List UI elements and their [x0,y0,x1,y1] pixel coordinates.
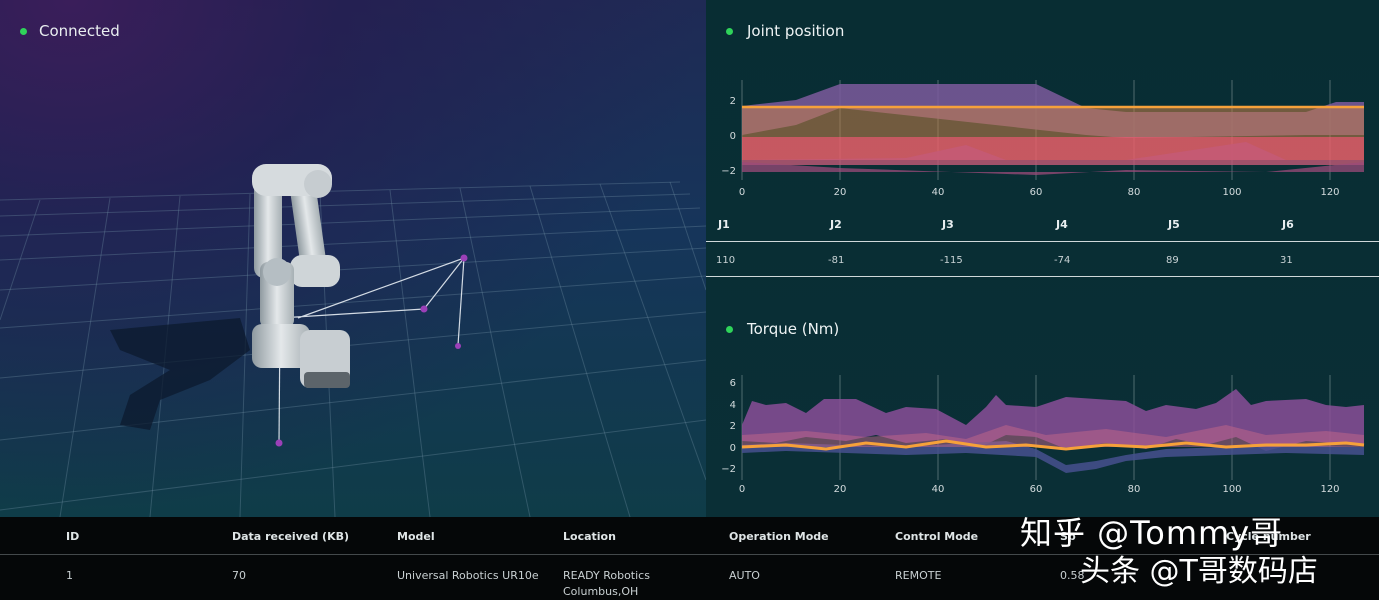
joint-value-j2: -81 [828,255,845,266]
svg-text:60: 60 [1030,484,1043,495]
status-dot-icon [726,325,733,333]
cell-location-line1: READY Robotics [563,569,650,582]
joint-header-j6: J6 [1282,218,1294,231]
svg-text:2: 2 [730,421,736,432]
joint-header-j2: J2 [830,218,842,231]
telemetry-panel: Joint position 2 0 −2 0 20 40 60 [706,0,1379,517]
connection-status-label: Connected [39,22,120,40]
table-divider [706,276,1379,277]
status-dot-icon [20,27,27,35]
svg-text:−2: −2 [721,166,736,177]
joint-header-j3: J3 [942,218,954,231]
joint-position-chart: 2 0 −2 0 20 40 60 80 100 120 [721,80,1364,198]
svg-text:0: 0 [730,443,736,454]
svg-text:6: 6 [730,378,736,389]
joint-header-j1: J1 [718,218,730,231]
svg-text:40: 40 [932,484,945,495]
cell-id: 1 [66,569,73,582]
robot-shadow [110,318,250,430]
torque-series-pink [742,425,1364,447]
joint-value-j4: -74 [1054,255,1071,266]
svg-text:80: 80 [1128,484,1141,495]
joint-position-x-ticks: 0 20 40 60 80 100 120 [739,187,1340,198]
svg-text:4: 4 [730,400,736,411]
svg-text:20: 20 [834,484,847,495]
svg-text:100: 100 [1222,484,1241,495]
col-header-control-mode[interactable]: Control Mode [895,530,979,543]
svg-text:2: 2 [730,96,736,107]
svg-text:0: 0 [739,187,745,198]
col-header-model[interactable]: Model [397,530,435,543]
joint-value-j3: -115 [940,255,963,266]
svg-text:0: 0 [730,131,736,142]
cell-operation-mode: AUTO [729,569,760,582]
joint-position-y-ticks: 2 0 −2 [721,96,736,177]
joint-value-j5: 89 [1166,255,1179,266]
device-table: ID Data received (KB) Model Location Ope… [0,517,1379,600]
status-dot-icon [726,27,733,35]
col-header-operation-mode[interactable]: Operation Mode [729,530,829,543]
col-header-speed[interactable]: Sp [1060,530,1076,543]
cell-model: Universal Robotics UR10e [397,569,539,582]
joint-position-title: Joint position [726,22,844,40]
robot-arm-model [252,164,350,388]
svg-text:120: 120 [1320,484,1339,495]
waypoint-markers [275,254,468,447]
col-header-id[interactable]: ID [66,530,80,543]
joint-values-table: J1 J2 J3 J4 J5 J6 110 -81 -115 -74 89 31 [706,212,1379,278]
cell-control-mode: REMOTE [895,569,942,582]
torque-y-ticks: 6 4 2 0 −2 [721,378,736,475]
svg-text:100: 100 [1222,187,1241,198]
svg-text:60: 60 [1030,187,1043,198]
floor-grid [0,181,706,517]
cell-data-received: 70 [232,569,246,582]
watermark-line1: 知乎 @Tommy哥 [1020,514,1284,552]
cell-location: READY Robotics Columbus,OH [563,568,650,600]
torque-series-orange-line [741,439,1365,451]
svg-text:80: 80 [1128,187,1141,198]
cell-speed: 0.58 [1060,569,1085,582]
col-header-data-received[interactable]: Data received (KB) [232,530,349,543]
svg-text:40: 40 [932,187,945,198]
robot-3d-view[interactable]: Connected [0,0,706,517]
watermark-line2: 头条 @T哥数码店 [1080,554,1318,589]
joint-value-j1: 110 [716,255,736,266]
joint-header-j4: J4 [1056,218,1068,231]
torque-series-blue [742,441,1364,473]
torque-title: Torque (Nm) [726,320,839,338]
torque-x-ticks: 0 20 40 60 80 100 120 [739,484,1340,495]
joint-series-orange [742,107,1364,137]
table-divider [706,241,1379,242]
joint-header-j5: J5 [1168,218,1180,231]
table-divider [0,554,1379,555]
joint-series-pink [742,142,1364,165]
svg-text:0: 0 [739,484,745,495]
svg-text:120: 120 [1320,187,1339,198]
col-header-location[interactable]: Location [563,530,616,543]
joint-series-lower [742,162,1364,175]
joint-value-j6: 31 [1280,255,1293,266]
svg-text:20: 20 [834,187,847,198]
torque-chart: 6 4 2 0 −2 0 20 40 60 80 100 120 [721,375,1365,495]
connection-status: Connected [20,22,120,40]
svg-text:−2: −2 [721,464,736,475]
cell-location-line2: Columbus,OH [563,585,639,598]
col-header-cycle-number[interactable]: Cycle number [1226,530,1311,543]
robot-scene-canvas[interactable] [0,0,706,517]
